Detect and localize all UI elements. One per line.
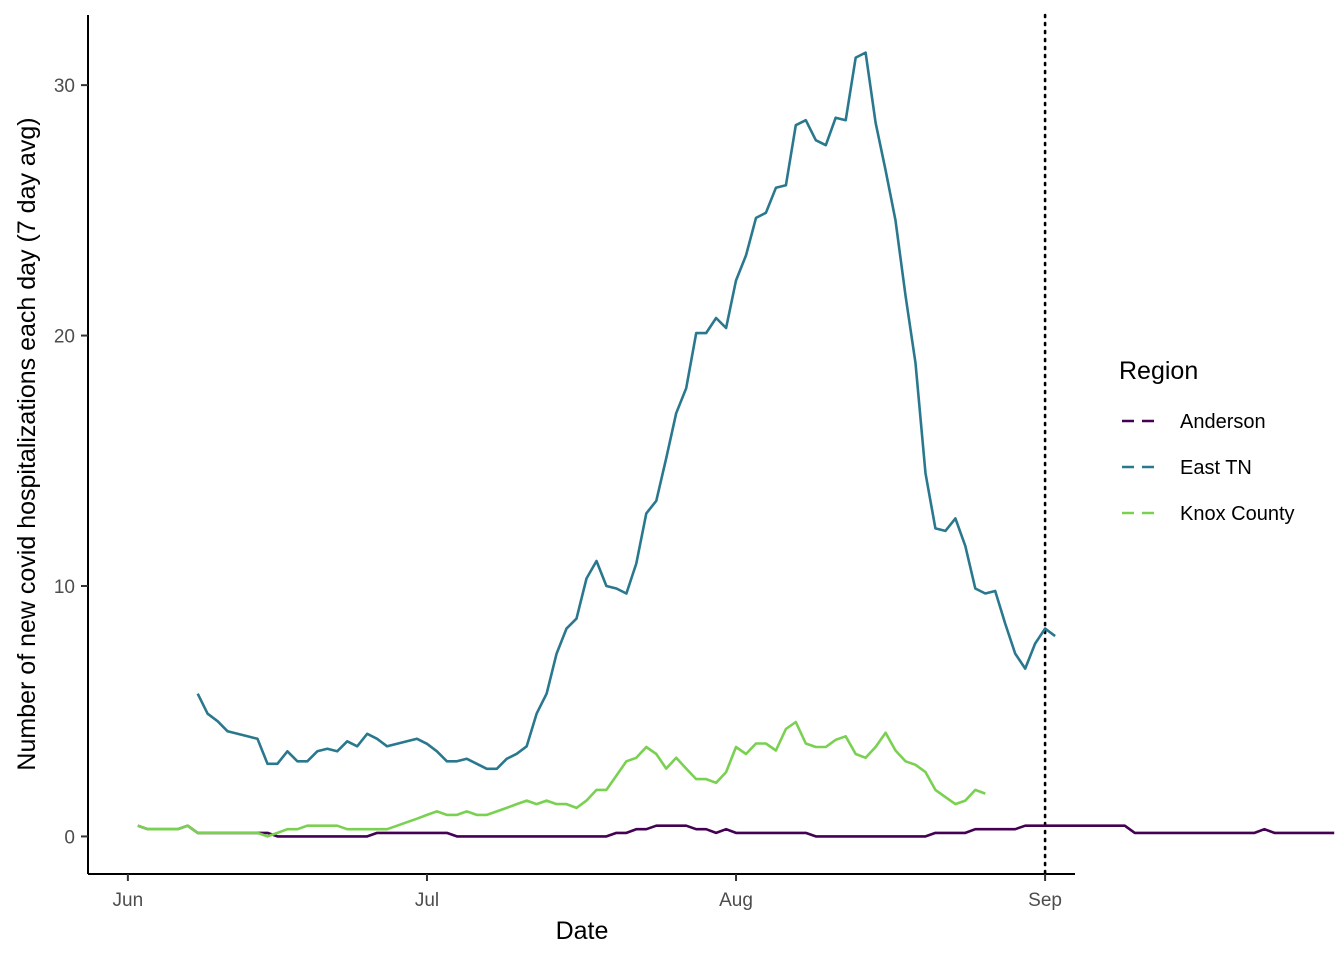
y-tick-label-20: 20	[54, 327, 75, 348]
y-tick-label-0: 0	[64, 827, 75, 848]
x-tick-label-aug: Aug	[719, 890, 753, 911]
legend-label-knox-county: Knox County	[1180, 503, 1295, 525]
legend-label-anderson: Anderson	[1180, 411, 1266, 433]
y-tick-layer: 0 10 20 30	[54, 76, 88, 848]
series-line-east-tn	[196, 51, 1056, 771]
y-axis-title: Number of new covid hospitalizations eac…	[13, 117, 41, 770]
series-layer	[137, 51, 1335, 838]
x-tick-label-sep: Sep	[1028, 890, 1062, 911]
y-tick-label-10: 10	[54, 577, 75, 598]
legend-label-east-tn: East TN	[1180, 457, 1252, 479]
series-line-knox-county	[137, 720, 986, 838]
x-axis-title: Date	[556, 917, 609, 945]
legend: Region Anderson East TN Knox County	[1119, 357, 1295, 525]
legend-title: Region	[1119, 357, 1198, 385]
x-tick-label-jul: Jul	[415, 890, 439, 911]
y-tick-label-30: 30	[54, 76, 75, 97]
x-tick-layer: Jun Jul Aug Sep	[113, 874, 1062, 911]
series-line-anderson	[137, 824, 1335, 838]
x-tick-label-jun: Jun	[113, 890, 144, 911]
